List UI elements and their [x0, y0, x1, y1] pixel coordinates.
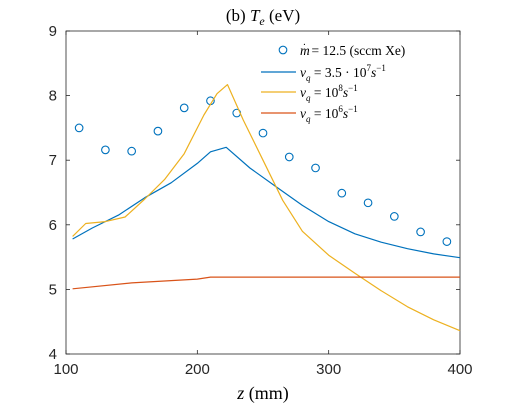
legend-entry-nu-1e8: νq = 108s−1: [261, 83, 358, 103]
x-tick-label: 400: [447, 361, 472, 378]
y-tick-label: 6: [49, 217, 57, 234]
series-line-1: [72, 146, 461, 259]
data-point-series-0: [153, 126, 163, 136]
data-point-series-0: [363, 198, 373, 208]
legend-label-nu-3.5e7: νq = 3.5 · 107s−1: [300, 63, 386, 83]
legend-label-nu-1e8: νq = 108s−1: [300, 83, 358, 103]
data-point-series-0: [127, 146, 137, 156]
x-tick-label: 300: [316, 361, 341, 378]
series-line-2: [72, 83, 461, 332]
y-tick-label: 7: [49, 152, 57, 169]
x-axis-label: z (mm): [236, 383, 289, 404]
y-tick-label: 5: [49, 281, 57, 298]
axes: 100 200 300 400 4 5 6 7 8 9: [49, 23, 473, 378]
legend-entry-nu-1e6: νq = 106s−1: [261, 104, 358, 124]
y-tick-label: 8: [49, 88, 57, 105]
data-point-series-0: [442, 237, 452, 246]
data-point-series-0: [179, 103, 189, 113]
legend-entry-measured: m· = 12.5 (sccm Xe): [278, 40, 405, 58]
data-point-series-0: [337, 188, 347, 198]
legend-label-measured: m· = 12.5 (sccm Xe): [300, 40, 405, 58]
x-tick-label: 200: [185, 361, 210, 378]
data-point-series-0: [389, 212, 399, 221]
x-tick-label: 100: [53, 361, 78, 378]
data-point-series-0: [311, 163, 320, 173]
chart-title: (b) Te (eV): [226, 6, 300, 28]
data-point-series-0: [258, 128, 268, 138]
data-point-series-0: [416, 227, 425, 237]
data-point-series-0: [74, 123, 84, 133]
legend-marker-measured: [278, 45, 288, 55]
y-tick-label: 4: [49, 346, 57, 363]
series-layer: [72, 83, 461, 332]
legend-label-nu-1e6: νq = 106s−1: [300, 104, 358, 124]
data-point-series-0: [284, 152, 294, 162]
legend: m· = 12.5 (sccm Xe) νq = 3.5 · 107s−1 νq…: [261, 40, 405, 124]
y-tick-label: 9: [49, 23, 57, 40]
data-point-series-0: [101, 145, 110, 155]
series-line-3: [72, 276, 460, 290]
plot-area: [65, 30, 461, 355]
legend-entry-nu-3.5e7: νq = 3.5 · 107s−1: [261, 63, 386, 83]
